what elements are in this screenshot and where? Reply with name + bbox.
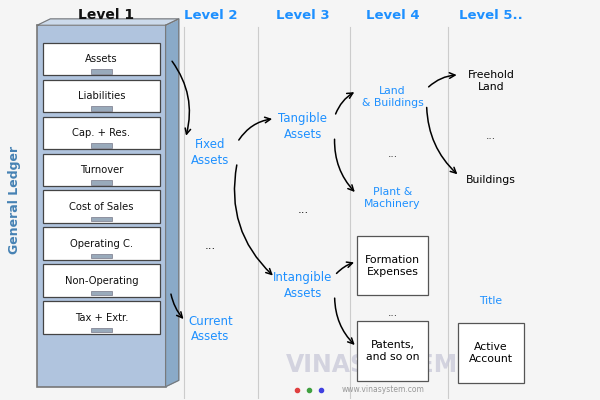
Text: www.vinasystem.com: www.vinasystem.com xyxy=(342,385,425,394)
Text: Tax + Extr.: Tax + Extr. xyxy=(74,312,128,322)
Text: Patents,
and so on: Patents, and so on xyxy=(366,340,419,362)
Polygon shape xyxy=(166,19,179,387)
FancyBboxPatch shape xyxy=(43,301,160,334)
FancyBboxPatch shape xyxy=(43,228,160,260)
Text: Land
& Buildings: Land & Buildings xyxy=(362,86,424,108)
FancyBboxPatch shape xyxy=(43,80,160,112)
Bar xyxy=(91,69,112,74)
Bar xyxy=(91,143,112,148)
FancyBboxPatch shape xyxy=(43,154,160,186)
Bar xyxy=(91,180,112,184)
FancyBboxPatch shape xyxy=(37,25,166,387)
Text: Cost of Sales: Cost of Sales xyxy=(69,202,134,212)
FancyBboxPatch shape xyxy=(43,43,160,75)
Bar xyxy=(91,217,112,222)
Text: Intangible
Assets: Intangible Assets xyxy=(273,271,332,300)
Text: Plant &
Machinery: Plant & Machinery xyxy=(364,187,421,209)
Bar xyxy=(91,106,112,111)
Text: VINASYSTEM: VINASYSTEM xyxy=(286,353,458,377)
Text: Active
Account: Active Account xyxy=(469,342,513,364)
Text: Level 2: Level 2 xyxy=(184,9,237,22)
Text: Liabilities: Liabilities xyxy=(77,91,125,101)
Text: ...: ... xyxy=(205,239,216,252)
FancyBboxPatch shape xyxy=(358,321,428,381)
Text: Turnover: Turnover xyxy=(80,165,123,175)
Bar xyxy=(91,254,112,258)
Text: Assets: Assets xyxy=(85,54,118,64)
Text: ...: ... xyxy=(388,308,398,318)
FancyBboxPatch shape xyxy=(43,190,160,223)
Text: Title: Title xyxy=(479,296,503,306)
Text: Formation
Expenses: Formation Expenses xyxy=(365,254,420,276)
Text: Non-Operating: Non-Operating xyxy=(65,276,138,286)
Text: Level 4: Level 4 xyxy=(366,9,419,22)
Text: General Ledger: General Ledger xyxy=(8,146,21,254)
FancyBboxPatch shape xyxy=(43,264,160,297)
FancyBboxPatch shape xyxy=(358,236,428,295)
Text: Tangible
Assets: Tangible Assets xyxy=(278,112,328,141)
Text: Level 1: Level 1 xyxy=(78,8,134,22)
Text: Cap. + Res.: Cap. + Res. xyxy=(73,128,130,138)
Text: ...: ... xyxy=(486,132,496,142)
Text: Fixed
Assets: Fixed Assets xyxy=(191,138,230,166)
Text: Operating C.: Operating C. xyxy=(70,239,133,249)
Text: Freehold
Land: Freehold Land xyxy=(467,70,515,92)
Text: Level 3: Level 3 xyxy=(276,9,330,22)
FancyBboxPatch shape xyxy=(458,323,524,383)
Text: ...: ... xyxy=(388,149,398,159)
Text: Buildings: Buildings xyxy=(466,175,516,185)
Bar xyxy=(91,290,112,295)
FancyBboxPatch shape xyxy=(43,116,160,149)
Bar xyxy=(91,328,112,332)
Text: Level 5..: Level 5.. xyxy=(459,9,523,22)
Polygon shape xyxy=(37,19,179,25)
Text: ...: ... xyxy=(298,204,308,216)
Text: Current
Assets: Current Assets xyxy=(188,315,233,343)
